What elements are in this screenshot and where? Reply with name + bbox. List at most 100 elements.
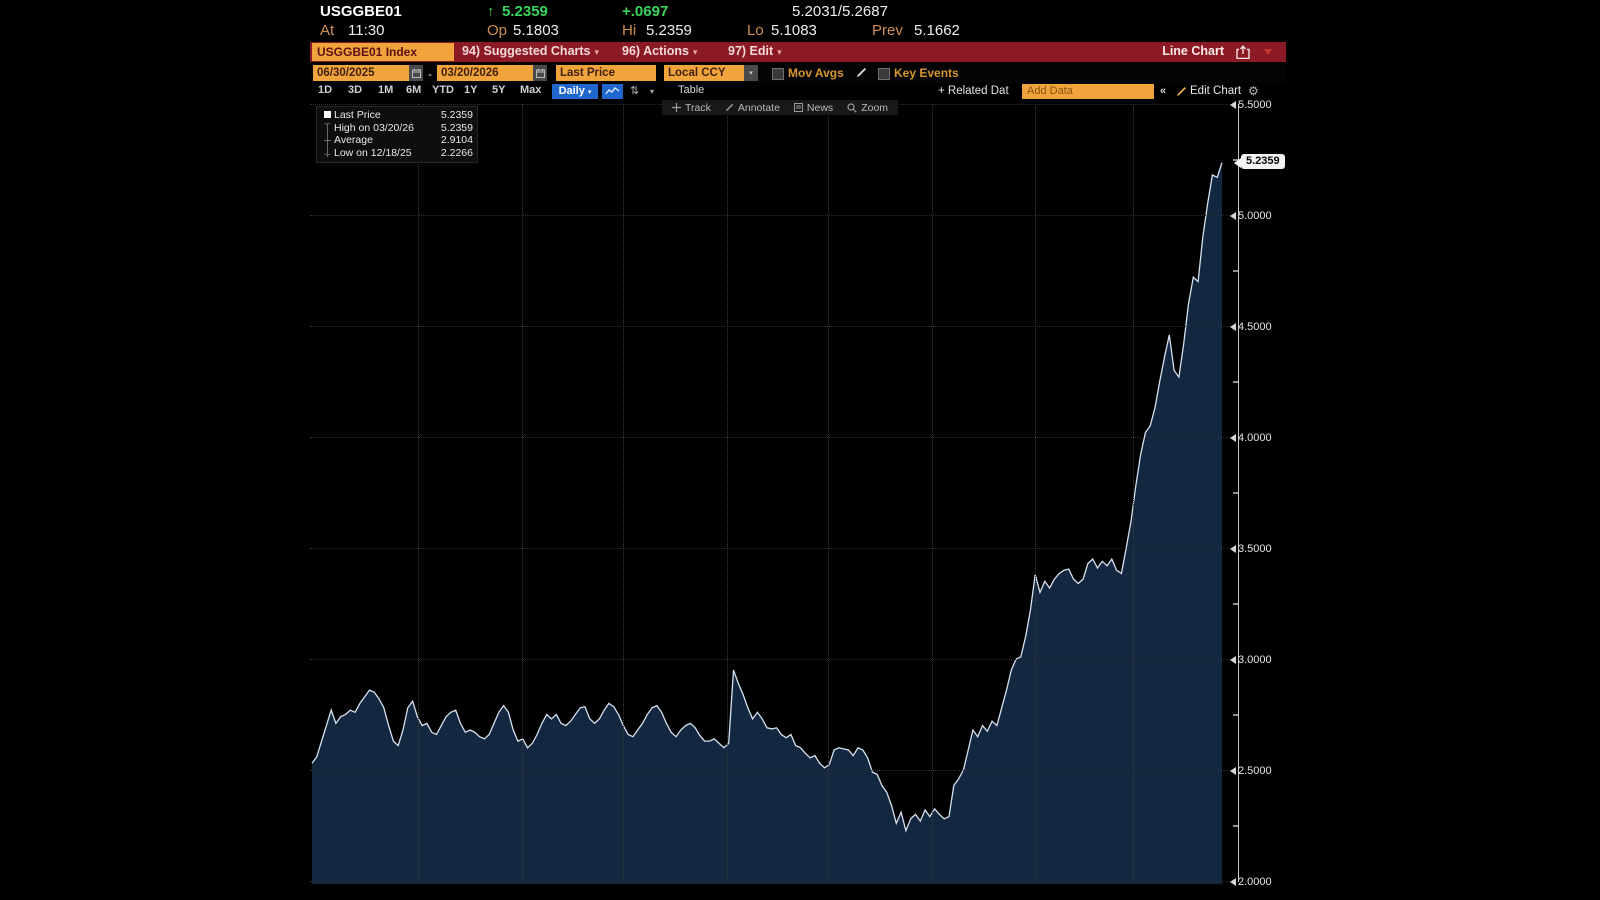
at-label: At xyxy=(320,22,335,39)
terminal-content: USGGBE01 ↑ 5.2359 +.0697 5.2031/5.2687 A… xyxy=(310,0,1290,888)
menu-actions[interactable]: 96) Actions ▾ xyxy=(622,44,697,58)
chart-legend[interactable]: Last Price 5.2359 ⊤ High on 03/20/26 5.2… xyxy=(316,106,478,163)
mov-avgs-checkbox[interactable] xyxy=(772,68,784,80)
pencil-icon[interactable] xyxy=(856,67,867,78)
legend-marker-line xyxy=(327,124,328,157)
price-chart-plot[interactable] xyxy=(310,100,1238,884)
y-axis-minor-tick xyxy=(1233,824,1238,827)
date-to-input[interactable]: 03/20/2026 xyxy=(437,65,533,81)
date-range-dash: - xyxy=(428,67,432,81)
export-icon[interactable] xyxy=(1236,45,1250,59)
currency-select[interactable]: Local CCY xyxy=(664,65,744,81)
gridline-vertical-month xyxy=(1133,104,1134,881)
zoom-button[interactable]: Zoom xyxy=(847,102,888,114)
tick-arrow-icon xyxy=(1230,766,1236,775)
gridline-vertical-month xyxy=(727,104,728,881)
y-axis-tick: 2.0000 xyxy=(1230,875,1272,888)
price-line xyxy=(311,162,1223,833)
legend-label: High on 03/20/26 xyxy=(334,121,414,134)
tick-arrow-icon xyxy=(1230,100,1236,109)
period-tab-6m[interactable]: 6M xyxy=(406,84,422,96)
tick-arrow-icon xyxy=(1230,322,1236,331)
frequency-dropdown[interactable]: Daily ▾ xyxy=(552,84,598,99)
add-data-input[interactable]: Add Data xyxy=(1022,84,1154,99)
tick-arrow-icon xyxy=(1230,544,1236,553)
at-time: 11:30 xyxy=(348,22,385,39)
up-arrow-icon: ↑ xyxy=(487,3,495,20)
period-tab-1y[interactable]: 1Y xyxy=(464,84,478,96)
period-tab-3d[interactable]: 3D xyxy=(348,84,363,96)
legend-label: Last Price xyxy=(334,109,381,122)
table-button[interactable]: Table xyxy=(678,84,705,96)
period-tab-1m[interactable]: 1M xyxy=(378,84,394,96)
gridline-vertical-month xyxy=(418,104,419,881)
related-data-button[interactable]: + Related Dat xyxy=(938,85,1009,97)
legend-label: Low on 12/18/25 xyxy=(334,146,412,159)
compare-arrows-icon[interactable]: ⇅ xyxy=(630,85,640,97)
y-axis-minor-tick xyxy=(1233,602,1238,605)
chart-area[interactable]: 5.5000 5.0000 4.5000 4.0000 3.5000 3.000… xyxy=(310,98,1290,888)
chart-toolbar: 1D 3D 1M 6M YTD 1Y 5Y Max Daily ▾ ⇅ ▾ Ta… xyxy=(310,84,1286,100)
annotate-label: Annotate xyxy=(737,101,780,114)
settings-gear-icon[interactable]: ⚙ xyxy=(1248,84,1259,98)
gridline-horizontal xyxy=(310,770,1238,771)
menu-suggested-charts[interactable]: 94) Suggested Charts ▾ xyxy=(462,44,599,58)
line-chart-type-button[interactable] xyxy=(602,84,623,99)
y-axis-tick: 2.5000 xyxy=(1230,764,1272,777)
gridline-horizontal xyxy=(310,437,1238,438)
price-area-fill xyxy=(312,162,1222,884)
open-value: 5.1803 xyxy=(513,22,559,39)
legend-row-high: ⊤ High on 03/20/26 5.2359 xyxy=(321,122,473,135)
gridline-vertical-month xyxy=(1035,104,1036,881)
prev-label: Prev xyxy=(872,22,903,39)
legend-value: 2.9104 xyxy=(440,134,473,147)
collapse-chevrons-icon[interactable]: « xyxy=(1160,85,1167,97)
y-axis-tick: 4.0000 xyxy=(1230,431,1272,444)
last-price: 5.2359 xyxy=(502,3,548,20)
gridline-horizontal xyxy=(310,326,1238,327)
period-tab-ytd[interactable]: YTD xyxy=(432,84,454,96)
price-field-select[interactable]: Last Price xyxy=(556,65,656,81)
dropdown-caret-icon: ▾ xyxy=(777,47,782,57)
key-events-checkbox[interactable] xyxy=(878,68,890,80)
y-axis-label: 2.0000 xyxy=(1238,875,1272,888)
y-axis-label: 2.5000 xyxy=(1238,764,1272,777)
dropdown-caret-icon: ▾ xyxy=(594,47,600,57)
tick-arrow-icon xyxy=(1230,655,1236,664)
calendar-icon[interactable] xyxy=(409,65,423,81)
low-value: 5.1083 xyxy=(771,22,817,39)
tick-arrow-icon xyxy=(1230,211,1236,220)
high-label: Hi xyxy=(622,22,637,39)
period-tab-max[interactable]: Max xyxy=(520,84,542,96)
period-tab-1d[interactable]: 1D xyxy=(318,84,333,96)
chart-type-label: Line Chart xyxy=(1162,44,1224,58)
edit-chart-button[interactable]: Edit Chart xyxy=(1190,85,1242,97)
y-axis-minor-tick xyxy=(1233,269,1238,272)
annotate-button[interactable]: Annotate xyxy=(725,102,780,114)
gridline-horizontal xyxy=(310,881,1238,882)
security-field[interactable]: USGGBE01 Index xyxy=(312,43,454,61)
news-button[interactable]: News xyxy=(793,102,833,114)
period-tab-5y[interactable]: 5Y xyxy=(492,84,506,96)
edit-chart-pencil-icon[interactable] xyxy=(1176,86,1187,97)
chart-type-caret-icon[interactable] xyxy=(1264,49,1272,55)
last-price-swatch-icon xyxy=(321,110,334,120)
legend-row-last-price: Last Price 5.2359 xyxy=(321,109,473,122)
gridline-vertical-month xyxy=(828,104,829,881)
menu-edit[interactable]: 97) Edit ▾ xyxy=(728,44,782,58)
y-axis-label: 3.0000 xyxy=(1238,653,1272,666)
open-label: Op xyxy=(487,22,508,39)
legend-label: Average xyxy=(334,134,373,147)
gridline-vertical-month xyxy=(932,104,933,881)
track-button[interactable]: Track xyxy=(672,102,711,114)
currency-caret-icon[interactable]: ▾ xyxy=(744,65,758,81)
date-from-input[interactable]: 06/30/2025 xyxy=(313,65,409,81)
prev-value: 5.1662 xyxy=(914,22,960,39)
high-value: 5.2359 xyxy=(646,22,692,39)
tick-arrow-icon xyxy=(1230,433,1236,442)
legend-row-low: ⊥ Low on 12/18/25 2.2266 xyxy=(321,147,473,160)
y-axis-tick: 5.5000 xyxy=(1230,98,1272,111)
more-chart-types-caret-icon[interactable]: ▾ xyxy=(650,87,655,96)
calendar-icon[interactable] xyxy=(533,65,547,81)
frequency-value: Daily xyxy=(558,85,585,97)
